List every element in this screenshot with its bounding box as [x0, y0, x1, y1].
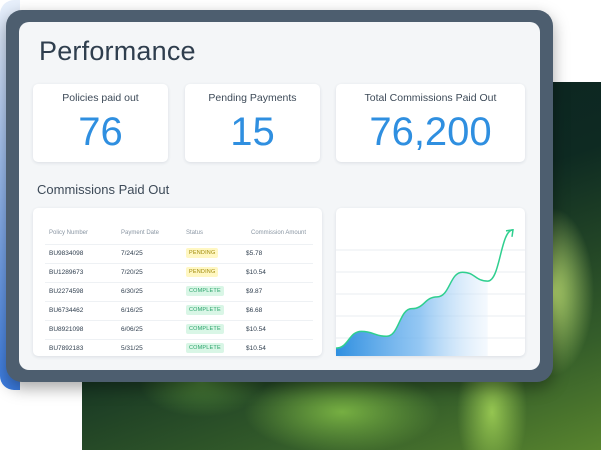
commission-amount: $10.54 [246, 345, 266, 352]
commission-amount: $9.87 [246, 288, 263, 295]
policy-number: BU1289673 [49, 269, 84, 276]
area-fill [336, 272, 488, 356]
policy-number: BU6734462 [49, 307, 84, 314]
payment-date: 6/06/25 [121, 326, 143, 333]
stat-label: Total Commissions Paid Out [364, 92, 497, 104]
payment-date: 6/16/25 [121, 307, 143, 314]
status-badge: PENDING [186, 248, 219, 258]
stat-label: Pending Payments [208, 92, 297, 104]
status-badge: COMPLETE [186, 305, 224, 315]
stat-card-total-commissions: Total Commissions Paid Out 76,200 [336, 84, 525, 162]
column-header-date: Payment Date [121, 230, 160, 236]
status-badge: COMPLETE [186, 343, 224, 353]
column-header-policy: Policy Number [49, 230, 89, 236]
table-row[interactable]: BU9834098 7/24/25 PENDING $5.78 [45, 244, 313, 263]
policy-number: BU7892183 [49, 345, 84, 352]
stat-value: 15 [230, 110, 275, 154]
policy-number: BU2274598 [49, 288, 84, 295]
table-row[interactable]: BU7892183 5/31/25 COMPLETE $10.54 [45, 339, 313, 358]
stat-value: 76,200 [369, 110, 492, 154]
section-title: Commissions Paid Out [37, 182, 170, 197]
stat-label: Policies paid out [62, 92, 139, 104]
table-row[interactable]: BU8921098 6/06/25 COMPLETE $10.54 [45, 320, 313, 339]
status-badge: COMPLETE [186, 286, 224, 296]
status-badge: COMPLETE [186, 324, 224, 334]
stat-card-pending: Pending Payments 15 [185, 84, 320, 162]
commission-amount: $6.68 [246, 307, 263, 314]
commissions-trend-chart [335, 208, 525, 356]
table-row[interactable]: BU1289673 7/20/25 PENDING $10.54 [45, 263, 313, 282]
table-row[interactable]: BU6734462 6/16/25 COMPLETE $6.68 [45, 301, 313, 320]
column-header-amount: Commission Amount [251, 230, 307, 236]
arrow-head-icon [505, 228, 514, 237]
policy-number: BU8921098 [49, 326, 84, 333]
payment-date: 7/20/25 [121, 269, 143, 276]
stat-card-policies: Policies paid out 76 [33, 84, 168, 162]
policy-number: BU9834098 [49, 250, 84, 257]
page-title: Performance [39, 36, 196, 66]
status-badge: PENDING [186, 267, 219, 277]
payment-date: 7/24/25 [121, 250, 143, 257]
commission-amount: $10.54 [246, 326, 266, 333]
commission-amount: $5.78 [246, 250, 263, 257]
payment-date: 5/31/25 [121, 345, 143, 352]
performance-panel: Performance Policies paid out 76 Pending… [19, 22, 540, 370]
commission-amount: $10.54 [246, 269, 266, 276]
payment-date: 6/30/25 [121, 288, 143, 295]
table-row[interactable]: BU2274598 6/30/25 COMPLETE $9.87 [45, 282, 313, 301]
column-header-status: Status [186, 230, 204, 236]
trend-chart-svg [335, 228, 525, 356]
trend-line [335, 229, 514, 349]
commissions-table: Policy Number Payment Date Status Commis… [33, 208, 322, 356]
stat-value: 76 [78, 110, 123, 154]
